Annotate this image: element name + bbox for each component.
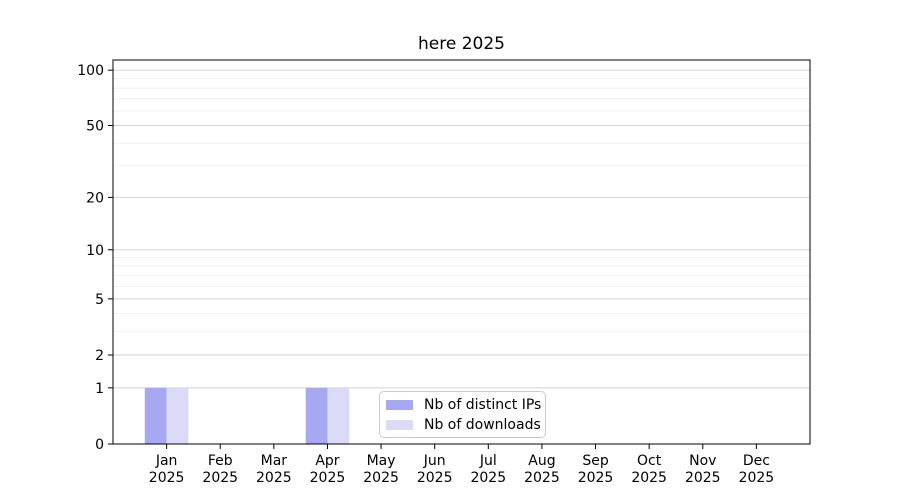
x-tick-year-label: 2025 [524, 470, 560, 486]
legend-swatch-downloads [386, 419, 413, 430]
x-tick-month-label: Mar [261, 453, 288, 469]
bar-distinct-ips [305, 387, 328, 444]
y-tick-label: 50 [86, 119, 104, 135]
x-tick-month-label: Jan [155, 453, 178, 469]
bar-distinct-ips [144, 387, 167, 444]
x-tick-month-label: Dec [743, 453, 770, 469]
x-tick-month-label: Jul [479, 453, 497, 469]
legend-item-distinct-ips: Nb of distinct IPs [386, 395, 545, 415]
x-tick-year-label: 2025 [149, 470, 185, 486]
x-tick-year-label: 2025 [417, 470, 453, 486]
y-tick-label: 20 [86, 190, 104, 206]
legend-item-downloads: Nb of downloads [386, 415, 545, 435]
y-tick-label: 0 [95, 437, 104, 453]
legend: Nb of distinct IPs Nb of downloads [379, 391, 546, 438]
legend-swatch-distinct-ips [386, 399, 413, 410]
x-tick-year-label: 2025 [256, 470, 292, 486]
plot-border [112, 59, 811, 445]
y-tick-label: 100 [77, 63, 104, 79]
x-tick-year-label: 2025 [631, 470, 667, 486]
x-tick-month-label: Aug [528, 453, 555, 469]
x-tick-year-label: 2025 [470, 470, 506, 486]
chart-title: here 2025 [418, 34, 505, 54]
bar-downloads [327, 387, 350, 444]
x-tick-month-label: Feb [208, 453, 233, 469]
x-tick-month-label: Nov [689, 453, 716, 469]
x-tick-month-label: Sep [582, 453, 609, 469]
x-tick-year-label: 2025 [739, 470, 775, 486]
y-tick-label: 2 [95, 348, 104, 364]
x-tick-month-label: Jun [423, 453, 446, 469]
x-tick-year-label: 2025 [310, 470, 346, 486]
x-tick-year-label: 2025 [363, 470, 399, 486]
x-tick-year-label: 2025 [578, 470, 614, 486]
x-tick-year-label: 2025 [685, 470, 721, 486]
x-tick-month-label: Apr [315, 453, 339, 469]
bar-downloads [166, 387, 189, 444]
x-tick-year-label: 2025 [202, 470, 238, 486]
x-tick-month-label: May [367, 453, 396, 469]
legend-label-distinct-ips: Nb of distinct IPs [424, 396, 542, 413]
y-tick-label: 10 [86, 243, 104, 259]
y-tick-label: 1 [95, 381, 104, 397]
x-tick-month-label: Oct [637, 453, 662, 469]
legend-label-downloads: Nb of downloads [424, 416, 541, 433]
y-tick-label: 5 [95, 292, 104, 308]
